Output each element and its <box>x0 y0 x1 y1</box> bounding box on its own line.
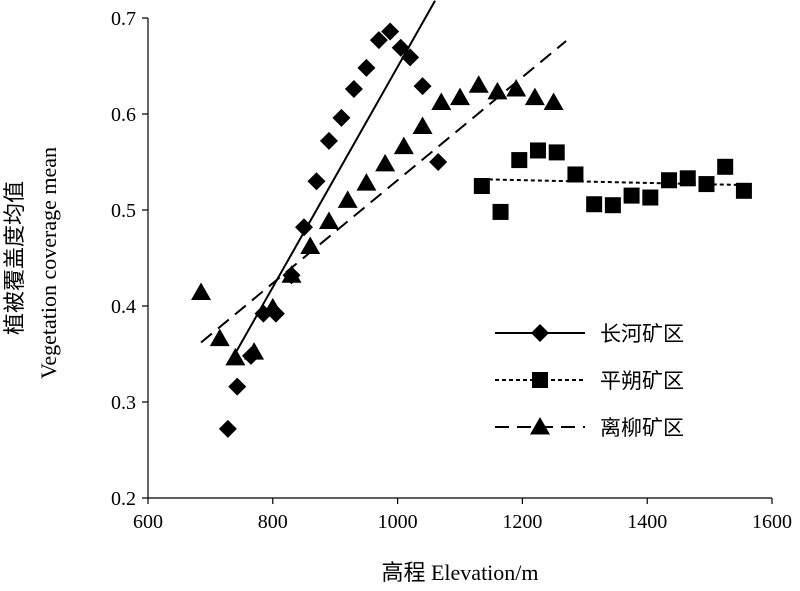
x-tick-label: 1000 <box>378 511 418 533</box>
y-axis-title-cn: 植被覆盖度均值 <box>2 181 27 335</box>
y-ticks: 0.2 0.3 0.4 0.5 0.6 0.7 <box>111 8 148 510</box>
trend-line <box>200 40 567 344</box>
data-point <box>487 81 508 100</box>
data-point <box>698 176 715 193</box>
data-point <box>604 197 621 214</box>
data-point <box>468 75 489 93</box>
y-tick-label: 0.3 <box>111 392 136 414</box>
legend-marker <box>532 372 548 388</box>
data-point <box>393 136 414 155</box>
data-point <box>295 218 313 237</box>
x-tick-label: 1400 <box>627 511 667 533</box>
data-point <box>337 190 358 208</box>
y-axis-title-en: Vegetation coverage mean <box>36 147 61 379</box>
data-point <box>281 265 302 283</box>
data-point <box>369 31 388 50</box>
legend-label: 长河矿区 <box>600 322 684 346</box>
data-point <box>623 187 640 204</box>
data-point <box>586 196 603 213</box>
data-point <box>319 131 338 150</box>
data-point <box>642 189 659 206</box>
legend-label: 离柳矿区 <box>600 416 684 440</box>
data-point <box>244 342 265 360</box>
plot-area <box>191 0 752 438</box>
y-tick-label: 0.4 <box>111 296 136 318</box>
data-point <box>300 236 321 254</box>
axes: 600 800 1000 1200 1400 1600 0.20.30.40.50.60.… <box>111 8 792 533</box>
legend-marker <box>530 417 550 435</box>
data-point <box>473 178 490 194</box>
data-point <box>506 79 527 97</box>
legend-marker <box>531 324 549 342</box>
data-point <box>413 77 432 96</box>
data-point <box>679 170 696 187</box>
data-point <box>530 142 546 159</box>
x-tick-label: 1200 <box>502 511 542 533</box>
data-point <box>450 87 470 106</box>
y-tick-label: 0.7 <box>111 8 136 30</box>
data-point <box>401 48 420 67</box>
y-tick-label: 0.6 <box>111 104 136 126</box>
legend-label: 平朔矿区 <box>600 369 684 393</box>
data-point <box>381 22 400 41</box>
data-point <box>661 172 678 189</box>
data-point <box>543 92 564 110</box>
data-point <box>717 158 734 175</box>
x-tick-label: 1600 <box>752 511 792 533</box>
data-point <box>429 153 448 171</box>
data-point <box>492 203 509 220</box>
data-point <box>735 182 752 199</box>
data-point <box>356 173 377 191</box>
data-point <box>391 38 410 57</box>
series-triangle <box>191 40 567 366</box>
y-tick-label: 0.5 <box>111 200 136 222</box>
data-point <box>209 328 230 347</box>
data-point <box>262 297 283 316</box>
x-tick-label: 800 <box>258 511 288 533</box>
data-point <box>344 80 363 99</box>
y-tick-label: 0.2 <box>111 488 136 510</box>
data-point <box>357 58 376 77</box>
trend-line <box>231 0 436 360</box>
data-point <box>567 166 584 183</box>
series-square <box>473 142 752 220</box>
legend-item: 离柳矿区 <box>495 416 684 440</box>
data-point <box>218 419 237 438</box>
data-point <box>307 172 326 191</box>
x-ticks: 600 800 1000 1200 1400 1600 <box>133 498 792 533</box>
legend-item: 平朔矿区 <box>495 369 684 393</box>
data-point <box>524 87 545 106</box>
data-point <box>375 153 396 172</box>
data-point <box>412 116 433 134</box>
legend-item: 长河矿区 <box>495 322 684 346</box>
data-point <box>318 211 339 230</box>
data-point <box>511 152 528 169</box>
data-point <box>225 347 246 366</box>
x-axis-title: 高程 Elevation/m <box>381 560 538 585</box>
x-tick-label: 600 <box>133 511 163 533</box>
data-point <box>228 377 247 396</box>
data-point <box>191 282 212 301</box>
data-point <box>332 108 351 127</box>
data-point <box>431 92 452 110</box>
data-point <box>548 144 565 161</box>
